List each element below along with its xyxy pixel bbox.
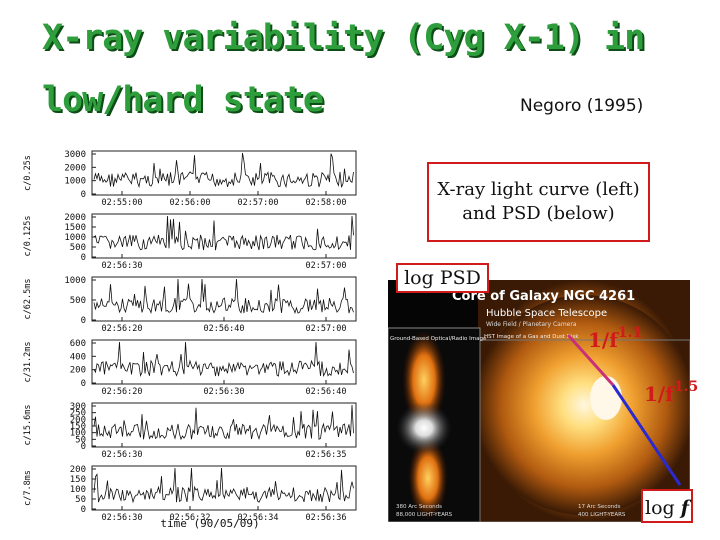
panel-ylabel: c/0.125s — [23, 216, 33, 257]
panel-ytick-label: 0 — [81, 190, 86, 200]
panel-ytick-label: 0 — [81, 505, 86, 515]
panel-xtick-label: 02:57:00 — [238, 198, 279, 208]
panel-ytick-label: 250 — [70, 409, 86, 419]
panel-xtick-label: 02:56:32 — [170, 513, 211, 523]
panel-xtick-label: 02:56:30 — [102, 261, 143, 271]
panel-frame — [91, 213, 357, 259]
galaxy-scale-left-ly: 88,000 LIGHT-YEARS — [396, 512, 453, 518]
galaxy-right-caption: HST Image of a Gas and Dust Disk — [484, 334, 579, 340]
panel-xtick-label: 02:56:40 — [306, 387, 347, 397]
light-curve-trace — [93, 152, 354, 189]
slide-title-line2: low/hard state — [42, 80, 324, 120]
psd-slope-line-1 — [566, 333, 615, 387]
panel-xtick-label: 02:56:20 — [102, 324, 143, 334]
panel-ytick-label: 50 — [75, 495, 86, 505]
panel-xtick-label: 02:56:34 — [238, 513, 279, 523]
panel-ytick-label: 150 — [70, 475, 86, 485]
light-curve-xlabel: time (90/05/09) — [160, 517, 259, 530]
panel-xtick-label: 02:56:30 — [102, 513, 143, 523]
panel-xtick-label: 02:58:00 — [306, 198, 347, 208]
psd-overlay: 1/f1.1 1/f1.5 log f — [566, 325, 698, 523]
panel-ytick-label: 0 — [81, 253, 86, 263]
galaxy-scale-left-arcsec: 380 Arc Seconds — [396, 504, 442, 510]
light-curve-panel: c/31.2ms 600 400 200 0 02:56:20 02:56:30 02:56:… — [23, 339, 357, 397]
panel-ytick-label: 0 — [81, 442, 86, 452]
panel-ytick-label: 200 — [70, 415, 86, 425]
galaxy-scale-right-ly: 400 LIGHT-YEARS — [578, 512, 626, 518]
panel-ytick-label: 0 — [81, 316, 86, 326]
panel-xtick-label: 02:56:30 — [204, 387, 245, 397]
panel-ytick-label: 200 — [70, 465, 86, 475]
panel-xtick-label: 02:57:00 — [306, 261, 347, 271]
psd-slope-label-2: 1/f1.5 — [644, 379, 698, 406]
panel-xtick-label: 02:56:40 — [204, 324, 245, 334]
panel-xtick-label: 02:56:20 — [102, 387, 143, 397]
panel-ylabel: c/62.5ms — [23, 279, 33, 320]
light-curve-trace — [93, 278, 354, 315]
panel-ytick-label: 100 — [70, 485, 86, 495]
psd-xlabel: log f — [645, 497, 692, 519]
panel-xtick-label: 02:56:00 — [170, 198, 211, 208]
panel-ytick-label: 150 — [70, 422, 86, 432]
panel-xtick-label: 02:56:36 — [306, 513, 347, 523]
panel-ytick-label: 200 — [70, 366, 86, 376]
panel-ytick-label: 2000 — [64, 163, 86, 173]
panel-frame — [91, 465, 357, 511]
light-curve-trace — [93, 215, 354, 251]
panel-ytick-label: 100 — [70, 429, 86, 439]
psd-xlabel-box — [641, 489, 693, 523]
galaxy-instrument: Wide Field / Planetary Camera — [486, 321, 577, 328]
light-curve-panel: c/0.25s 3000 2000 1000 0 02:55:00 02:56:00 02:5… — [23, 150, 357, 208]
callout-line2: and PSD (below) — [462, 203, 615, 224]
panel-xtick-label: 02:57:00 — [306, 324, 347, 334]
psd-slope-line-2 — [611, 384, 682, 486]
panel-ylabel: c/7.8ms — [23, 470, 33, 506]
panel-ytick-label: 1000 — [64, 177, 86, 187]
panel-frame — [91, 150, 357, 196]
galaxy-subtitle: Hubble Space Telescope — [486, 308, 607, 319]
psd-slope-label-1: 1/f1.1 — [588, 325, 642, 352]
panel-xtick-label: 02:56:35 — [306, 450, 347, 460]
galaxy-left-caption: Ground-Based Optical/Radio Image — [390, 336, 487, 342]
panel-ytick-label: 0 — [81, 379, 86, 389]
panel-ytick-label: 50 — [75, 435, 86, 445]
panel-ytick-label: 2000 — [64, 213, 86, 223]
panel-ytick-label: 500 — [70, 243, 86, 253]
panel-ytick-label: 500 — [70, 296, 86, 306]
panel-xtick-label: 02:56:30 — [102, 450, 143, 460]
panel-ytick-label: 400 — [70, 352, 86, 362]
panel-ytick-label: 1000 — [64, 276, 86, 286]
psd-ylabel: log PSD — [396, 263, 489, 293]
galaxy-image: Core of Galaxy NGC 4261 Hubble Space Tel… — [388, 280, 690, 522]
light-curve-trace — [93, 467, 354, 504]
light-curve-panel: c/62.5ms 1000 500 0 02:56:20 02:56:40 02:57:00 — [23, 276, 357, 334]
panel-ytick-label: 1000 — [64, 233, 86, 243]
light-curve-trace — [93, 341, 354, 377]
panel-ytick-label: 3000 — [64, 150, 86, 160]
panel-ytick-label: 600 — [70, 339, 86, 349]
reference-citation: Negoro (1995) — [520, 96, 644, 116]
panel-ylabel: c/31.2ms — [23, 342, 33, 383]
panel-frame — [91, 402, 357, 448]
panel-ylabel: c/0.25s — [23, 155, 33, 191]
panel-ytick-label: 1500 — [64, 223, 86, 233]
panel-xtick-label: 02:55:00 — [102, 198, 143, 208]
panel-ylabel: c/15.6ms — [23, 405, 33, 446]
callout-line1: X-ray light curve (left) — [437, 179, 640, 200]
light-curve-trace — [93, 404, 354, 441]
panel-ytick-label: 300 — [70, 402, 86, 412]
figure-callout: X-ray light curve (left) and PSD (below) — [427, 162, 650, 242]
slide-title-line1: X-ray variability (Cyg X-1) in — [42, 18, 645, 58]
galaxy-title: Core of Galaxy NGC 4261 — [452, 289, 635, 304]
galaxy-scale-right-arcsec: 17 Arc Seconds — [578, 504, 621, 510]
